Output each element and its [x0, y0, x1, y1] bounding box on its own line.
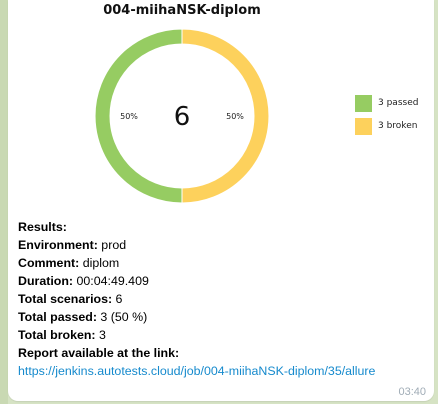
legend-swatch-broken — [355, 117, 372, 135]
legend-label-broken: 3 broken — [378, 121, 418, 131]
message-bubble[interactable]: 004-miihaNSK-diplom 50% 50% 6 3 passed 3 b… — [8, 0, 434, 401]
legend-swatch-passed — [355, 94, 372, 112]
donut-chart: 50% 50% 6 — [94, 28, 270, 204]
chat-background — [0, 0, 8, 404]
report-label: Report available at the link: — [18, 346, 180, 360]
legend-item-broken: 3 broken — [355, 117, 418, 135]
legend-item-passed: 3 passed — [355, 94, 418, 112]
total-scenarios-line: Total scenarios: 6 — [18, 292, 123, 306]
chart-legend: 3 passed 3 broken — [355, 94, 418, 140]
donut-slice-passed — [94, 28, 183, 204]
donut-slice-broken — [181, 28, 270, 204]
message-timestamp: 03:40 — [398, 386, 426, 398]
slice-percent-label-broken: 50% — [226, 112, 244, 121]
duration-line: Duration: 00:04:49.409 — [18, 274, 149, 288]
message-text: Results: Environment: prod Comment: dipl… — [18, 218, 428, 380]
chart-title: 004-miihaNSK-diplom — [103, 3, 261, 18]
total-broken-line: Total broken: 3 — [18, 328, 106, 342]
results-heading: Results: — [18, 220, 67, 234]
donut-center-total: 6 — [174, 102, 191, 132]
report-chart-image[interactable]: 004-miihaNSK-diplom 50% 50% 6 3 passed 3 b… — [12, 0, 430, 215]
comment-line: Comment: diplom — [18, 256, 120, 270]
report-link-line: https://jenkins.autotests.cloud/job/004-… — [18, 362, 428, 380]
report-link[interactable]: https://jenkins.autotests.cloud/job/004-… — [18, 364, 376, 378]
environment-line: Environment: prod — [18, 238, 127, 252]
legend-label-passed: 3 passed — [378, 98, 419, 108]
total-passed-line: Total passed: 3 (50 %) — [18, 310, 148, 324]
slice-percent-label-passed: 50% — [120, 112, 138, 121]
